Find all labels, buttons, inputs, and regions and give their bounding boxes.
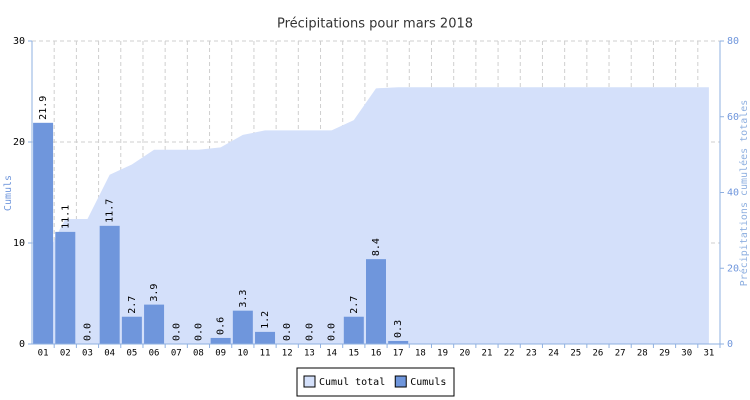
x-tick-label: 18 xyxy=(415,349,426,359)
bar xyxy=(210,337,231,344)
x-tick-label: 28 xyxy=(637,349,648,359)
data-label: 0.0 xyxy=(82,323,93,341)
y2-axis-label: Précipitations cumulées totales xyxy=(738,100,750,287)
x-tick-label: 09 xyxy=(215,349,226,359)
x-tick-label: 13 xyxy=(304,349,315,359)
y-tick-label: 10 xyxy=(13,238,25,249)
data-label: 2.7 xyxy=(127,296,138,314)
data-label: 11.7 xyxy=(105,199,116,223)
x-tick-label: 27 xyxy=(615,349,626,359)
bar xyxy=(144,304,165,344)
legend-label: Cumuls xyxy=(410,377,446,388)
y2-tick-label: 60 xyxy=(727,112,739,123)
y2-tick-label: 0 xyxy=(727,339,733,350)
y-tick-label: 0 xyxy=(19,339,25,350)
data-label: 3.3 xyxy=(238,290,249,308)
x-tick-label: 16 xyxy=(371,349,382,359)
x-tick-label: 24 xyxy=(548,349,559,359)
y-tick-label: 20 xyxy=(13,137,25,148)
data-label: 21.9 xyxy=(38,96,49,120)
bar xyxy=(121,316,142,344)
bar xyxy=(366,259,386,344)
x-tick-label: 02 xyxy=(60,349,71,359)
data-label: 3.9 xyxy=(149,284,160,302)
x-tick-label: 08 xyxy=(193,349,204,359)
x-tick-label: 06 xyxy=(149,349,160,359)
legend-swatch xyxy=(303,375,316,388)
data-label: 0.0 xyxy=(304,323,315,341)
legend-swatch xyxy=(394,375,407,388)
bar xyxy=(232,310,253,344)
bar xyxy=(99,225,120,344)
y2-tick-label: 40 xyxy=(727,188,739,199)
legend-label: Cumul total xyxy=(319,377,385,388)
bar xyxy=(343,316,364,344)
x-tick-label: 26 xyxy=(593,349,604,359)
chart-title: Précipitations pour mars 2018 xyxy=(277,17,473,32)
x-tick-label: 22 xyxy=(504,349,515,359)
x-tick-label: 21 xyxy=(482,349,493,359)
x-tick-label: 05 xyxy=(126,349,137,359)
y-tick-label: 30 xyxy=(13,36,25,47)
data-label: 0.0 xyxy=(282,323,293,341)
x-tick-label: 25 xyxy=(570,349,581,359)
y-axis-label: Cumuls xyxy=(3,175,14,211)
x-tick-label: 30 xyxy=(681,349,692,359)
y2-tick-label: 20 xyxy=(727,263,739,274)
data-label: 2.7 xyxy=(349,296,360,314)
x-tick-label: 29 xyxy=(659,349,670,359)
x-tick-label: 31 xyxy=(703,349,714,359)
data-label: 8.4 xyxy=(371,238,382,256)
data-label: 11.1 xyxy=(60,205,71,229)
x-tick-label: 11 xyxy=(260,349,271,359)
x-tick-label: 03 xyxy=(82,349,93,359)
legend-box xyxy=(296,367,455,397)
bar xyxy=(33,122,54,344)
area xyxy=(43,87,709,345)
data-label: 0.6 xyxy=(216,317,227,335)
bar xyxy=(55,231,76,344)
x-tick-label: 12 xyxy=(282,349,293,359)
x-tick-label: 20 xyxy=(459,349,470,359)
x-tick-label: 23 xyxy=(526,349,537,359)
bar xyxy=(255,331,276,344)
x-tick-label: 14 xyxy=(326,349,337,359)
data-label: 0.0 xyxy=(193,323,204,341)
data-label: 0.3 xyxy=(393,320,404,338)
x-tick-label: 01 xyxy=(38,349,49,359)
x-tick-label: 04 xyxy=(104,349,115,359)
data-label: 0.0 xyxy=(171,323,182,341)
x-tick-label: 17 xyxy=(393,349,404,359)
y2-tick-label: 80 xyxy=(727,36,739,47)
x-tick-label: 15 xyxy=(348,349,359,359)
x-tick-label: 10 xyxy=(237,349,248,359)
x-tick-label: 07 xyxy=(171,349,182,359)
x-tick-label: 19 xyxy=(437,349,448,359)
data-label: 1.2 xyxy=(260,311,271,329)
bar xyxy=(388,340,409,344)
data-label: 0.0 xyxy=(327,323,338,341)
